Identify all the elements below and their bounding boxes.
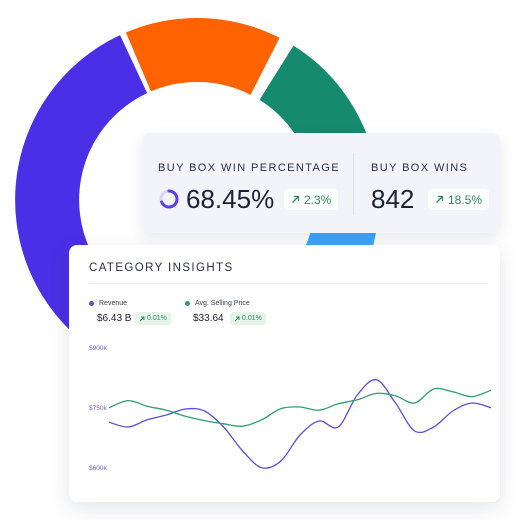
- y-tick-label: $900k: [89, 345, 107, 352]
- progress-ring-icon: [159, 189, 179, 209]
- win-percentage-label: BUY BOX WIN PERCENTAGE: [158, 162, 340, 174]
- arrow-up-right-icon: [234, 316, 240, 321]
- insights-divider: [89, 283, 488, 284]
- win-percentage-change-badge: 2.3%: [284, 189, 339, 210]
- y-tick-label: $750k: [89, 405, 107, 412]
- category-insights-card: CATEGORY INSIGHTS Revenue $6.43 B 0.01% …: [69, 245, 500, 502]
- legend-asp-label: Avg. Selling Price: [195, 300, 250, 307]
- insights-title: CATEGORY INSIGHTS: [89, 262, 234, 274]
- legend-dot-asp: [185, 301, 190, 306]
- win-percentage-change: 2.3%: [304, 192, 332, 207]
- wins-value: 842: [371, 184, 415, 214]
- revenue-change: 0.01%: [147, 315, 167, 322]
- asp-series-line: [109, 387, 491, 427]
- asp-change-badge: 0.01%: [230, 312, 266, 325]
- kpi-card: BUY BOX WIN PERCENTAGE 68.45% 2.3% BUY B…: [142, 133, 500, 233]
- asp-change: 0.01%: [242, 315, 262, 322]
- wins-change-badge: 18.5%: [428, 189, 490, 210]
- legend-asp: Avg. Selling Price: [185, 300, 250, 307]
- revenue-value: $6.43 B: [97, 313, 132, 324]
- line-chart: [109, 379, 491, 469]
- y-tick-label: $600k: [89, 465, 107, 472]
- arrow-up-right-icon: [436, 195, 444, 203]
- kpi-divider: [353, 153, 354, 215]
- arrow-up-right-icon: [139, 316, 145, 321]
- legend-revenue-label: Revenue: [99, 300, 128, 307]
- asp-value: $33.64: [193, 313, 224, 324]
- legend-dot-revenue: [89, 301, 94, 306]
- wins-label: BUY BOX WINS: [371, 162, 469, 174]
- revenue-series-line: [109, 379, 491, 469]
- legend-revenue: Revenue: [89, 300, 127, 307]
- win-percentage-value: 68.45%: [186, 184, 275, 214]
- arrow-up-right-icon: [292, 195, 300, 203]
- revenue-change-badge: 0.01%: [135, 312, 171, 325]
- wins-change: 18.5%: [448, 192, 483, 207]
- ring-segment-orange: [125, 17, 280, 96]
